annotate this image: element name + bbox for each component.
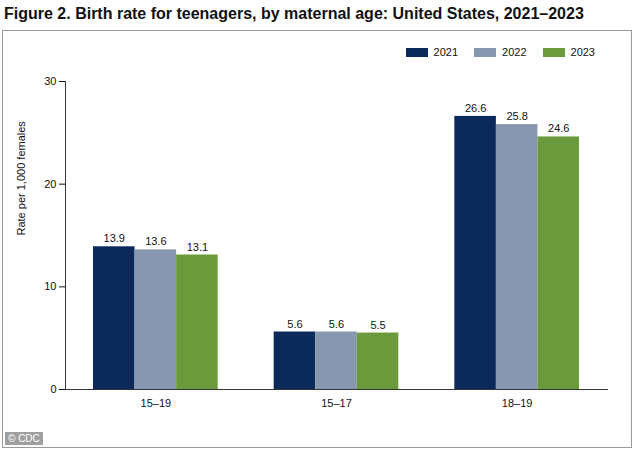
svg-text:13.9: 13.9 [104,232,125,244]
svg-text:20: 20 [44,178,56,190]
html-text:© CDC: © CDC [8,433,40,444]
html-text:2022: 2022 [502,46,527,58]
svg-text:15–17: 15–17 [321,397,352,409]
svg-text:5.5: 5.5 [370,319,385,331]
html-text:Figure 2. Birth rate for teena: Figure 2. Birth rate for teenagers, by m… [4,5,584,22]
svg-text:Rate per 1,000 females: Rate per 1,000 females [15,121,27,236]
svg-text:13.6: 13.6 [145,235,166,247]
svg-text:26.6: 26.6 [465,102,486,114]
html-text:2021: 2021 [433,46,458,58]
svg-text:18–19: 18–19 [502,397,533,409]
svg-text:5.6: 5.6 [287,318,302,330]
svg-text:24.6: 24.6 [548,122,569,134]
svg-text:30: 30 [44,75,56,87]
svg-text:13.1: 13.1 [187,241,208,253]
svg-text:25.8: 25.8 [506,110,527,122]
svg-text:0: 0 [50,383,56,395]
html-text:2023: 2023 [570,46,595,58]
svg-text:10: 10 [44,280,56,292]
svg-text:5.6: 5.6 [329,318,344,330]
svg-text:15–19: 15–19 [141,397,172,409]
